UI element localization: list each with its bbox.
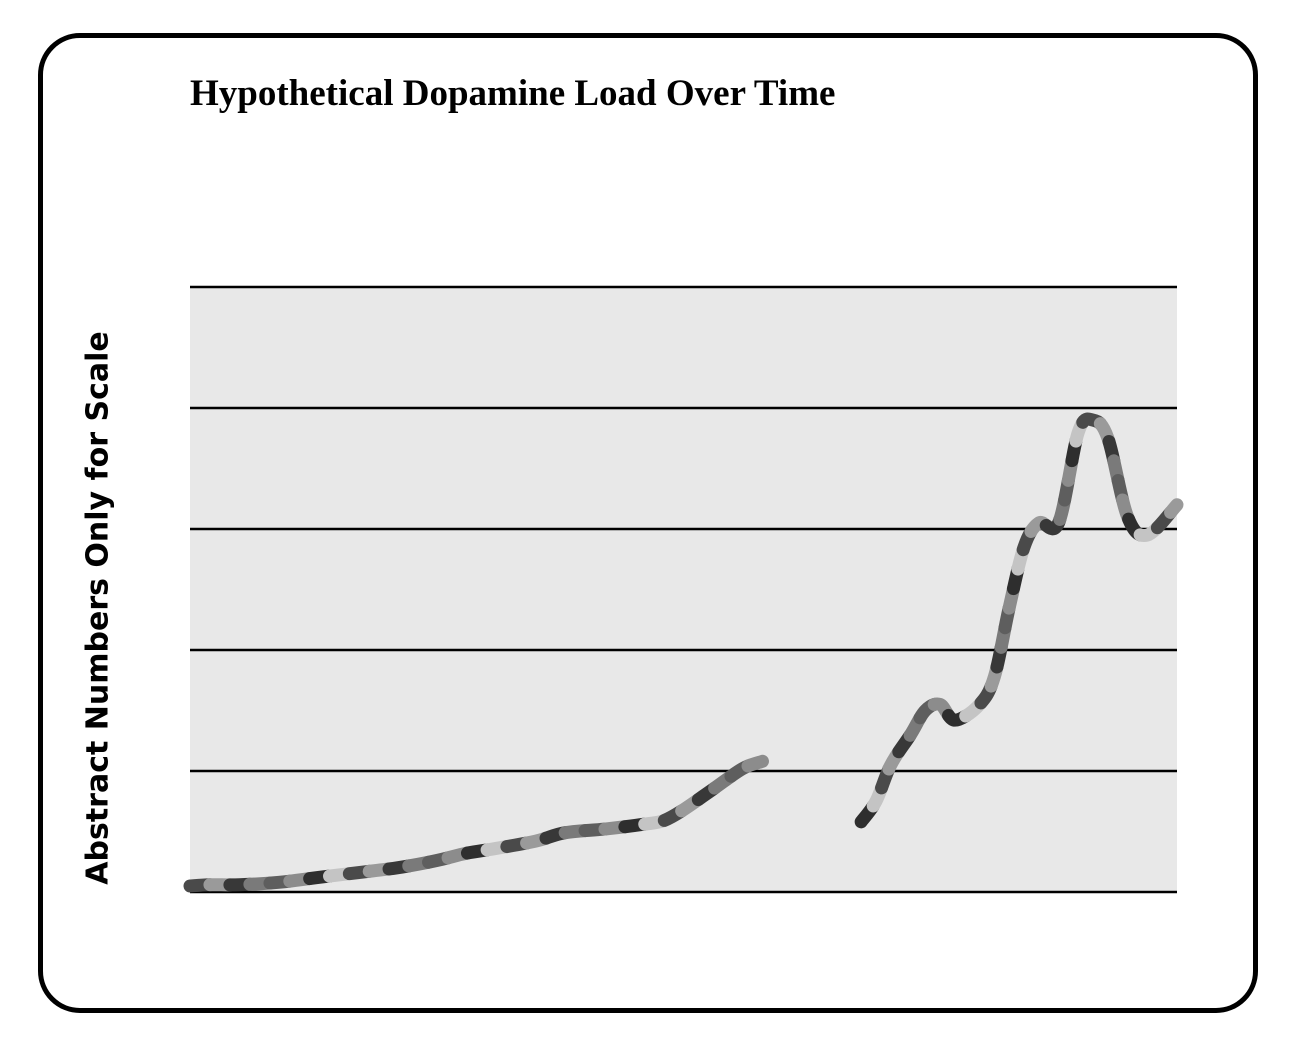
series-0-segment-1-piece-28 [854,412,1184,829]
plot-area [190,287,1177,892]
series-line [183,412,1184,893]
series-0-segment-1-piece-5 [854,412,1184,829]
series-0-segment-0-piece-15 [183,754,769,893]
series-0-segment-0-piece-4 [183,754,769,893]
chart-title: Hypothetical Dopamine Load Over Time [190,73,836,114]
series-0-segment-0-piece-25 [183,754,769,893]
gridlines [190,285,1177,894]
series-0-segment-1-piece-15 [854,412,1184,829]
